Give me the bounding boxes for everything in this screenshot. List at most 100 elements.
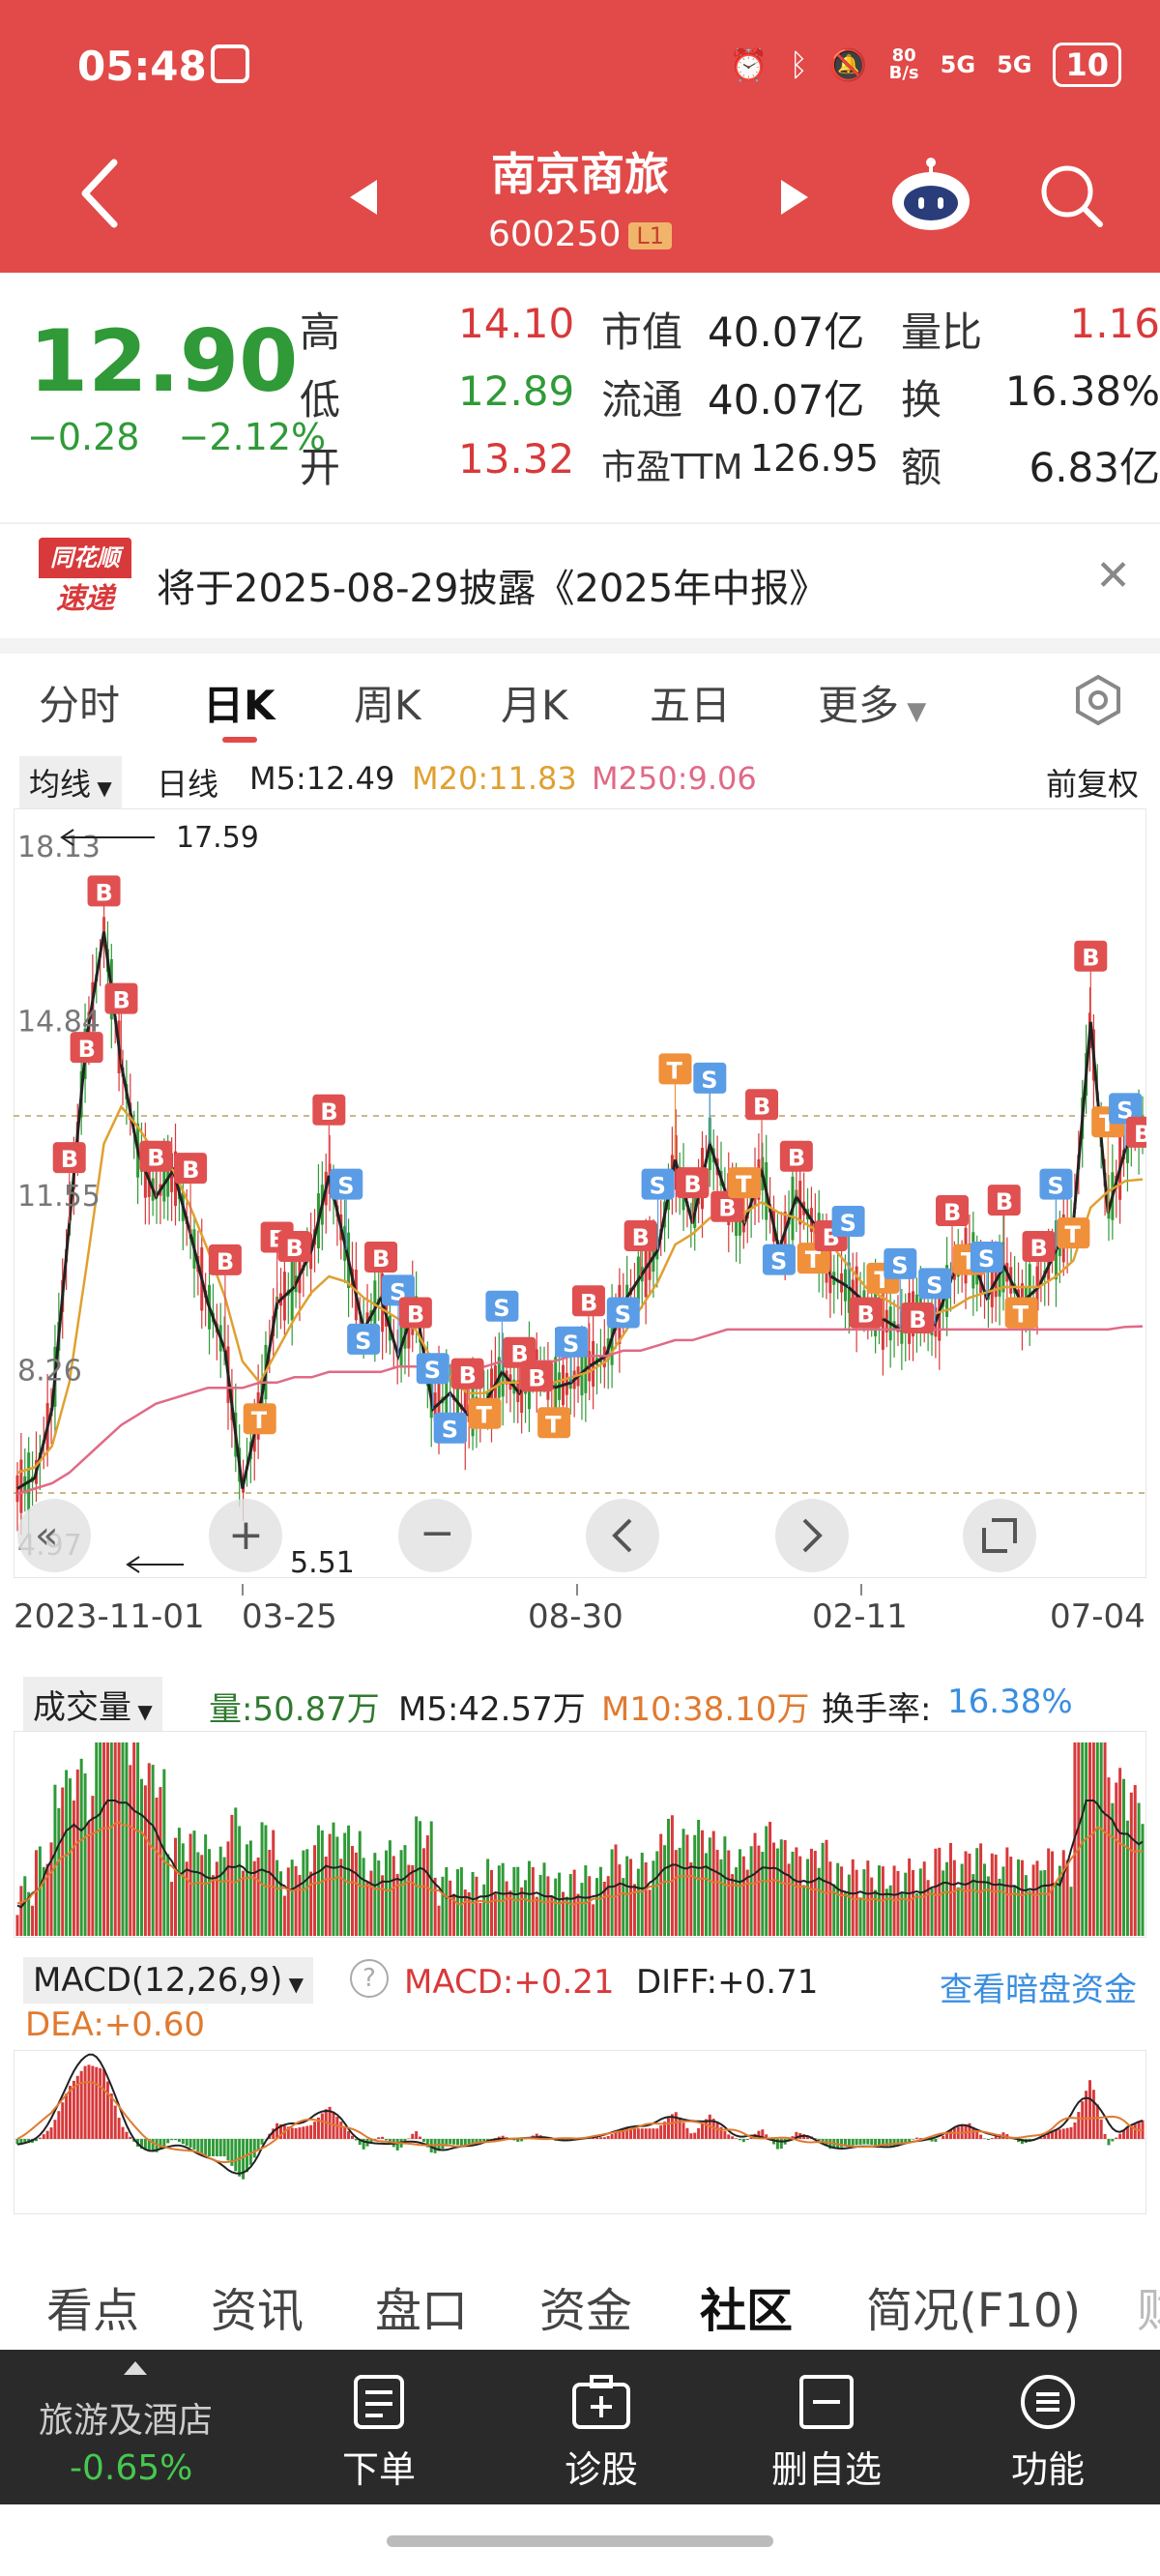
order-button[interactable]: 下单 [311,2350,447,2504]
volume-bar [914,1893,918,1936]
macd-selector[interactable]: MACD(12,26,9) ▼ [23,1957,313,2004]
volume-bar [580,1883,584,1936]
volume-bar [155,1797,159,1936]
remove-watchlist-button[interactable]: 删自选 [754,2350,899,2504]
volume-bar [268,1850,272,1936]
volume-bar [1051,1851,1055,1936]
volume-bar [809,1848,813,1936]
volume-bar [625,1856,629,1936]
settings-hexagon-icon[interactable] [1071,673,1125,727]
volume-bar [1065,1859,1069,1936]
caret-down-icon: ▼ [91,776,112,800]
tab-intraday[interactable]: 分时 [39,682,121,729]
divider [0,638,1160,654]
tab-highlights[interactable]: 看点 [46,2284,140,2338]
change-percent: −2.12% [178,416,327,458]
macd-bar [738,2139,741,2141]
macd-bar [1047,2133,1051,2139]
volume-bar [290,1859,294,1936]
volume-bar [990,1853,994,1936]
signal-letter: B [217,1248,234,1275]
tab-orderbook[interactable]: 盘口 [375,2284,469,2338]
close-icon[interactable]: ✕ [1095,551,1131,600]
volume-m10: M10:38.10万 [601,1690,810,1729]
y-tick-label: 8.26 [17,1355,82,1389]
volume-bar [486,1859,490,1936]
volume-bar [69,1778,72,1936]
functions-button[interactable]: 功能 [980,2350,1116,2504]
macd-bar [159,2139,162,2150]
prev-stock-icon[interactable] [350,180,377,215]
macd-dea-line [16,2081,1144,2164]
signal-letter: B [753,1093,770,1120]
macd-bar [433,2139,437,2153]
tab-f10[interactable]: 简况(F10) [866,2284,1082,2338]
macd-bar [1103,2133,1107,2139]
macd-chart[interactable] [14,2050,1146,2214]
pe-value: 126.95 [750,437,879,480]
volume-m10-line [16,1821,1144,1906]
volume-bar [305,1849,309,1936]
back-icon[interactable] [75,155,124,232]
tab-weekly-k[interactable]: 周K [354,682,421,729]
last-price: 12.90 [29,311,299,411]
volume-bar [95,1742,99,1936]
volume-selector[interactable]: 成交量 ▼ [23,1677,162,1732]
adjust-mode[interactable]: 前复权 [1045,766,1139,803]
volume-bar [689,1861,693,1936]
volume-bar [855,1869,858,1936]
macd-bar [904,2139,908,2144]
volume-bar [177,1828,181,1936]
volume-bar [508,1890,512,1936]
signal-flag-b [1074,940,1108,972]
tab-capital[interactable]: 资金 [539,2284,633,2338]
tab-monthly-k[interactable]: 月K [501,682,568,729]
ma20-value: M20:11.83 [412,760,577,797]
dark-pool-link[interactable]: 查看暗盘资金 [940,1971,1137,2009]
float-value: 40.07亿 [708,376,865,424]
volume-bar [972,1874,975,1936]
volume-bar [655,1851,659,1936]
signal-flag-b [571,1285,605,1317]
diagnose-button[interactable]: 诊股 [534,2350,669,2504]
tab-news[interactable]: 资讯 [211,2284,304,2338]
tab-more[interactable]: 更多 ▼ [818,673,926,732]
volume-bar [685,1834,689,1936]
home-indicator[interactable] [387,2535,773,2547]
chevron-left-icon [612,1518,632,1553]
volume-bar [693,1834,697,1936]
help-icon[interactable]: ? [350,1959,389,1998]
volume-bar [731,1874,735,1936]
next-stock-icon[interactable] [781,180,808,215]
macd-bar [188,2139,192,2148]
robot-assistant-icon[interactable] [887,157,974,234]
tab-finance-partial[interactable]: 财 [1137,2272,1160,2340]
volume-bar [979,1843,983,1936]
announcement-bar[interactable]: 同花顺 速递 将于2025-08-29披露《2025年中报》 ✕ [0,522,1160,640]
signal-flag-t [468,1397,502,1429]
volume-bar [75,1769,79,1936]
pe-label: 市盈TTM [601,448,743,487]
volume-bar [61,1787,65,1936]
volume-bar [918,1868,922,1936]
volume-chart[interactable] [14,1731,1146,1938]
volume-bar [272,1830,276,1936]
signal-letter: B [683,1171,701,1198]
signal-flag-b [364,1241,398,1273]
ma-selector[interactable]: 均线 ▼ [19,756,122,808]
macd-bar [211,2139,215,2156]
macd-bar [53,2120,57,2139]
volume-bar [276,1859,279,1936]
signal-flag-s [433,1412,467,1444]
search-icon[interactable] [1038,162,1106,230]
tab-community[interactable]: 社区 [700,2284,794,2338]
tab-daily-k[interactable]: 日K [203,682,276,729]
macd-bar [192,2139,196,2150]
sector-name[interactable]: 旅游及酒店 [39,2401,214,2441]
signal-flag-s [416,1353,450,1385]
macd-bar [208,2139,212,2156]
tab-five-day[interactable]: 五日 [650,682,732,729]
volume-bar [72,1800,75,1936]
volume-bar [652,1860,655,1936]
